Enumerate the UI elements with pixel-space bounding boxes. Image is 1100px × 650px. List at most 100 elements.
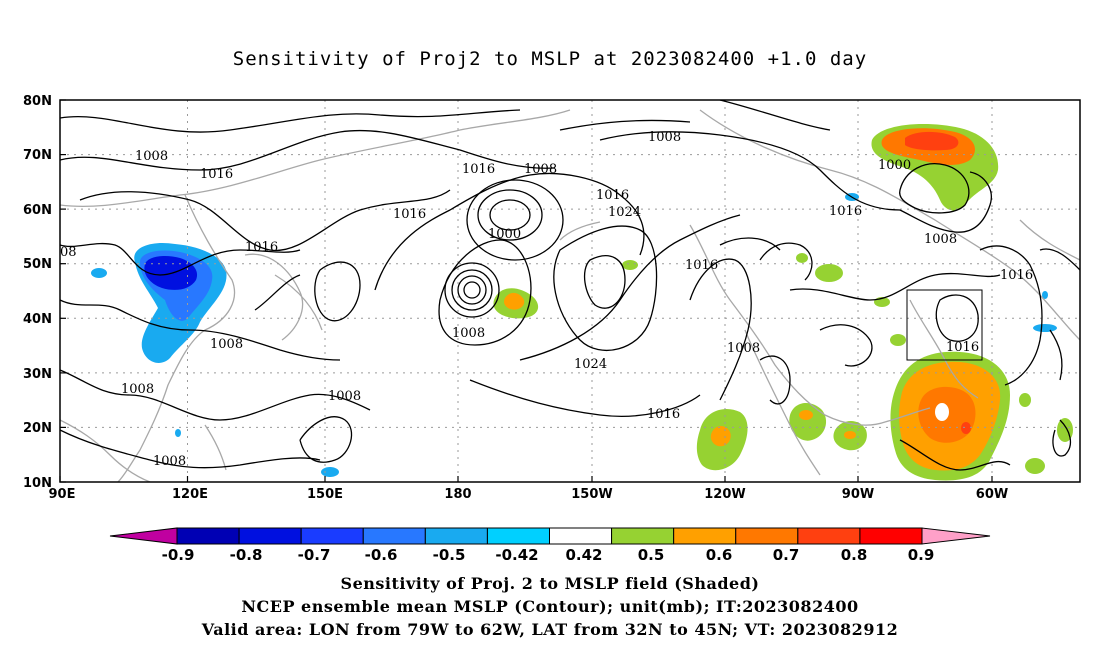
contour-label: 1016	[596, 188, 629, 203]
colorbar-segment	[486, 527, 550, 545]
colorbar-labels: -0.9 -0.8 -0.7 -0.6 -0.5 -0.42 0.42 0.5 …	[162, 546, 935, 564]
contour-label: 1008	[452, 326, 485, 341]
axis-ticks	[59, 99, 993, 483]
lon-tick-label: 90E	[49, 487, 76, 502]
positive-sensitivity-spot	[799, 410, 813, 420]
negative-sensitivity-spot	[1042, 291, 1048, 299]
colorbar-segment	[673, 527, 737, 545]
positive-sensitivity-spot	[844, 431, 856, 439]
contour-label: 1000	[878, 158, 911, 173]
colorbar-label: 0.42	[565, 546, 602, 564]
lat-tick-label: 20N	[23, 421, 52, 436]
colorbar-segment	[797, 527, 861, 545]
lon-tick-label: 60W	[976, 487, 1008, 502]
contour-label: 1024	[608, 205, 641, 220]
colorbar-high-arrow	[921, 527, 991, 545]
lat-tick-label: 50N	[23, 257, 52, 272]
caption-contour: NCEP ensemble mean MSLP (Contour); unit(…	[241, 597, 859, 616]
positive-sensitivity-spot	[622, 260, 638, 270]
contour-label: 1008	[210, 337, 243, 352]
contour-label: 1016	[200, 167, 233, 182]
colorbar-segment	[611, 527, 675, 545]
contour-label: 1016	[1000, 268, 1033, 283]
positive-sensitivity-spot	[796, 253, 808, 263]
lon-axis-labels: 90E 120E 150E 180 150W 120W 90W 60W	[49, 487, 1009, 502]
colorbar-segment	[300, 527, 364, 545]
lon-tick-label: 150W	[571, 487, 612, 502]
colorbar-label: -0.8	[230, 546, 263, 564]
colorbar-label: -0.42	[495, 546, 538, 564]
valid-area-box	[906, 289, 983, 361]
colorbar-label: -0.9	[162, 546, 195, 564]
map-frame	[59, 99, 1081, 483]
map-panel: 1008 1016 08 1016 1008 1008 1008 1008 10…	[60, 100, 1080, 482]
colorbar-segment	[859, 527, 923, 545]
colorbar-label: 0.9	[908, 546, 935, 564]
lat-tick-label: 80N	[23, 94, 52, 109]
positive-sensitivity-spot	[961, 422, 971, 434]
contour-label: 1016	[829, 204, 862, 219]
negative-sensitivity-spot	[175, 429, 181, 437]
positive-sensitivity-spot	[815, 264, 843, 282]
colorbar-segment	[424, 527, 488, 545]
plot-title: Sensitivity of Proj2 to MSLP at 20230824…	[232, 48, 868, 70]
contour-label: 1016	[685, 258, 718, 273]
colorbar-segment	[362, 527, 426, 545]
mslp-contours	[60, 100, 1080, 471]
lat-tick-label: 10N	[23, 476, 52, 491]
lon-tick-label: 90W	[842, 487, 874, 502]
contour-label: 1008	[648, 130, 681, 145]
positive-sensitivity-spot	[1025, 458, 1045, 474]
contour-label: 1008	[153, 454, 186, 469]
lat-tick-label: 60N	[23, 203, 52, 218]
contour-label: 1008	[727, 341, 760, 356]
colorbar-label: 0.6	[706, 546, 733, 564]
lon-tick-label: 120W	[704, 487, 745, 502]
lat-axis-labels: 80N 70N 60N 50N 40N 30N 20N 10N	[23, 94, 52, 491]
contour-labels: 1008 1016 08 1016 1008 1008 1008 1008 10…	[60, 130, 1033, 469]
positive-sensitivity-spot	[890, 334, 906, 346]
contour-label: 1000	[488, 227, 521, 242]
contour-label: 1008	[135, 149, 168, 164]
lon-tick-label: 180	[444, 487, 471, 502]
colorbar-label: -0.7	[298, 546, 331, 564]
colorbar-label: -0.5	[433, 546, 466, 564]
caption-valid-area: Valid area: LON from 79W to 62W, LAT fro…	[201, 620, 899, 639]
lon-tick-label: 150E	[307, 487, 343, 502]
caption-shaded: Sensitivity of Proj. 2 to MSLP field (Sh…	[340, 574, 760, 593]
positive-sensitivity-arctic-peak	[905, 131, 959, 151]
positive-sensitivity-spot	[935, 403, 949, 421]
lat-tick-label: 30N	[23, 367, 52, 382]
contour-label: 1016	[245, 240, 278, 255]
negative-sensitivity-spot	[91, 268, 107, 278]
negative-sensitivity-spot	[1033, 324, 1057, 332]
positive-sensitivity-mexico-core	[710, 426, 731, 447]
contour-label: 1008	[524, 162, 557, 177]
colorbar-segments	[176, 527, 923, 545]
contour-label: 1016	[946, 340, 979, 355]
contour-label: 08	[60, 245, 77, 260]
colorbar-segment	[735, 527, 799, 545]
colorbar	[109, 527, 991, 545]
colorbar-segment	[176, 527, 240, 545]
lon-tick-label: 120E	[172, 487, 208, 502]
contour-label: 1024	[574, 357, 607, 372]
negative-sensitivity-spot	[321, 467, 339, 477]
colorbar-segment	[549, 527, 613, 545]
positive-sensitivity-spot	[1019, 393, 1031, 407]
contour-label: 1008	[121, 382, 154, 397]
contour-label: 1016	[647, 407, 680, 422]
colorbar-label: 0.8	[841, 546, 868, 564]
contour-label: 1008	[924, 232, 957, 247]
colorbar-segment	[238, 527, 302, 545]
contour-label: 1016	[393, 207, 426, 222]
colorbar-label: -0.6	[365, 546, 398, 564]
colorbar-label: 0.5	[638, 546, 665, 564]
contour-label: 1008	[328, 389, 361, 404]
lat-tick-label: 40N	[23, 312, 52, 327]
positive-sensitivity-core	[504, 292, 525, 310]
sensitivity-shading	[91, 124, 1073, 481]
colorbar-label: 0.7	[773, 546, 800, 564]
colorbar-low-arrow	[109, 527, 178, 545]
